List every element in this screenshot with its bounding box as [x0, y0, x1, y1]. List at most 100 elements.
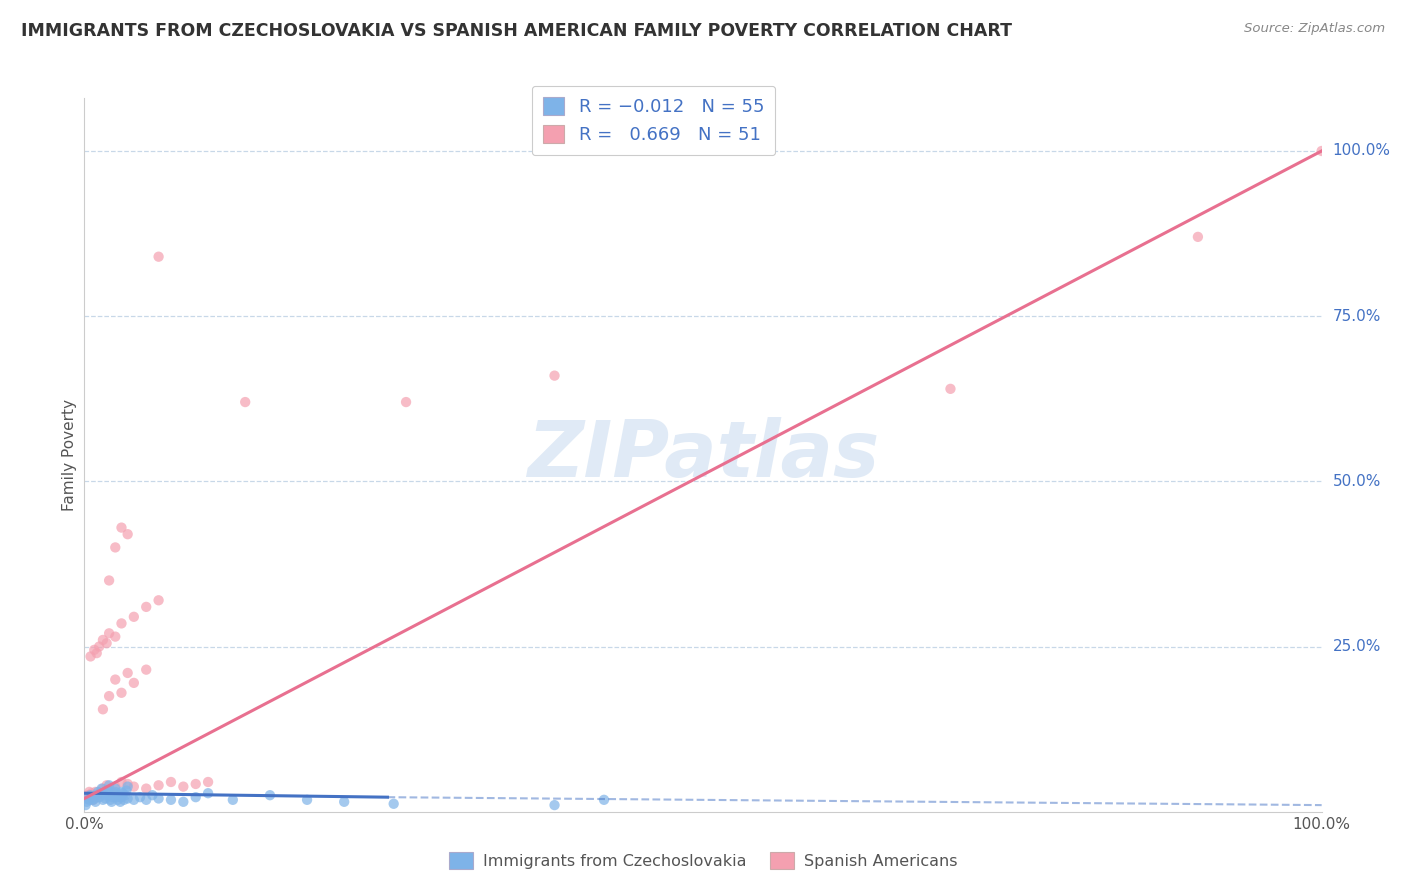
Point — [593, 793, 616, 807]
Point — [382, 797, 405, 811]
Point — [110, 520, 132, 534]
Point — [184, 777, 207, 791]
Point — [135, 781, 157, 796]
Legend: Immigrants from Czechoslovakia, Spanish Americans: Immigrants from Czechoslovakia, Spanish … — [443, 846, 963, 875]
Point — [89, 786, 111, 800]
Point — [80, 786, 103, 800]
Point — [91, 781, 114, 796]
Point — [122, 793, 145, 807]
Point — [84, 785, 107, 799]
Point — [115, 783, 138, 797]
Point — [75, 798, 97, 813]
Point — [89, 786, 111, 800]
Point — [197, 775, 219, 789]
Point — [83, 788, 105, 802]
Point — [1310, 144, 1333, 158]
Point — [122, 609, 145, 624]
Point — [84, 795, 107, 809]
Point — [100, 795, 122, 809]
Point — [135, 599, 157, 614]
Point — [117, 665, 139, 680]
Point — [122, 780, 145, 794]
Text: ZIPatlas: ZIPatlas — [527, 417, 879, 493]
Point — [104, 785, 127, 799]
Point — [77, 791, 100, 805]
Point — [97, 783, 120, 797]
Point — [110, 775, 132, 789]
Point — [91, 702, 114, 716]
Point — [82, 793, 104, 807]
Point — [86, 788, 108, 802]
Point — [98, 574, 121, 588]
Point — [141, 788, 163, 802]
Point — [108, 788, 131, 802]
Point — [110, 616, 132, 631]
Point — [104, 673, 127, 687]
Point — [91, 632, 114, 647]
Point — [135, 793, 157, 807]
Point — [148, 791, 170, 805]
Point — [101, 790, 124, 805]
Point — [543, 368, 565, 383]
Point — [94, 791, 117, 805]
Point — [104, 630, 127, 644]
Point — [86, 790, 108, 805]
Point — [233, 395, 256, 409]
Point — [79, 793, 101, 807]
Point — [79, 649, 101, 664]
Point — [1187, 230, 1209, 244]
Point — [160, 793, 183, 807]
Point — [117, 777, 139, 791]
Point — [83, 643, 105, 657]
Point — [79, 785, 101, 799]
Point — [104, 781, 127, 796]
Point — [543, 798, 565, 813]
Point — [184, 790, 207, 805]
Point — [129, 790, 152, 805]
Point — [939, 382, 962, 396]
Point — [110, 790, 132, 805]
Point — [111, 786, 134, 800]
Point — [79, 788, 101, 802]
Point — [107, 793, 129, 807]
Point — [395, 395, 418, 409]
Point — [160, 775, 183, 789]
Point — [148, 593, 170, 607]
Point — [172, 780, 194, 794]
Text: Source: ZipAtlas.com: Source: ZipAtlas.com — [1244, 22, 1385, 36]
Point — [98, 689, 121, 703]
Point — [89, 790, 111, 805]
Point — [76, 791, 98, 805]
Point — [105, 790, 128, 805]
Point — [90, 781, 112, 796]
Point — [114, 788, 136, 802]
Point — [117, 780, 139, 794]
Point — [110, 785, 132, 799]
Point — [172, 795, 194, 809]
Y-axis label: Family Poverty: Family Poverty — [62, 399, 77, 511]
Point — [259, 788, 281, 802]
Point — [222, 793, 245, 807]
Point — [122, 676, 145, 690]
Point — [112, 793, 135, 807]
Point — [110, 795, 132, 809]
Point — [98, 793, 121, 807]
Point — [79, 790, 101, 805]
Point — [76, 795, 98, 809]
Point — [104, 780, 127, 794]
Point — [103, 786, 125, 800]
Point — [110, 686, 132, 700]
Point — [135, 663, 157, 677]
Point — [87, 785, 110, 799]
Point — [89, 640, 111, 654]
Point — [117, 527, 139, 541]
Point — [295, 793, 318, 807]
Point — [148, 250, 170, 264]
Point — [98, 783, 121, 797]
Point — [77, 788, 100, 802]
Point — [80, 790, 103, 805]
Point — [93, 788, 115, 802]
Text: 50.0%: 50.0% — [1333, 474, 1381, 489]
Point — [98, 626, 121, 640]
Point — [104, 541, 127, 555]
